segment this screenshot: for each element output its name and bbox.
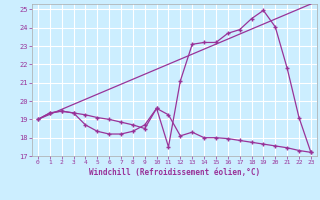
X-axis label: Windchill (Refroidissement éolien,°C): Windchill (Refroidissement éolien,°C) xyxy=(89,168,260,177)
